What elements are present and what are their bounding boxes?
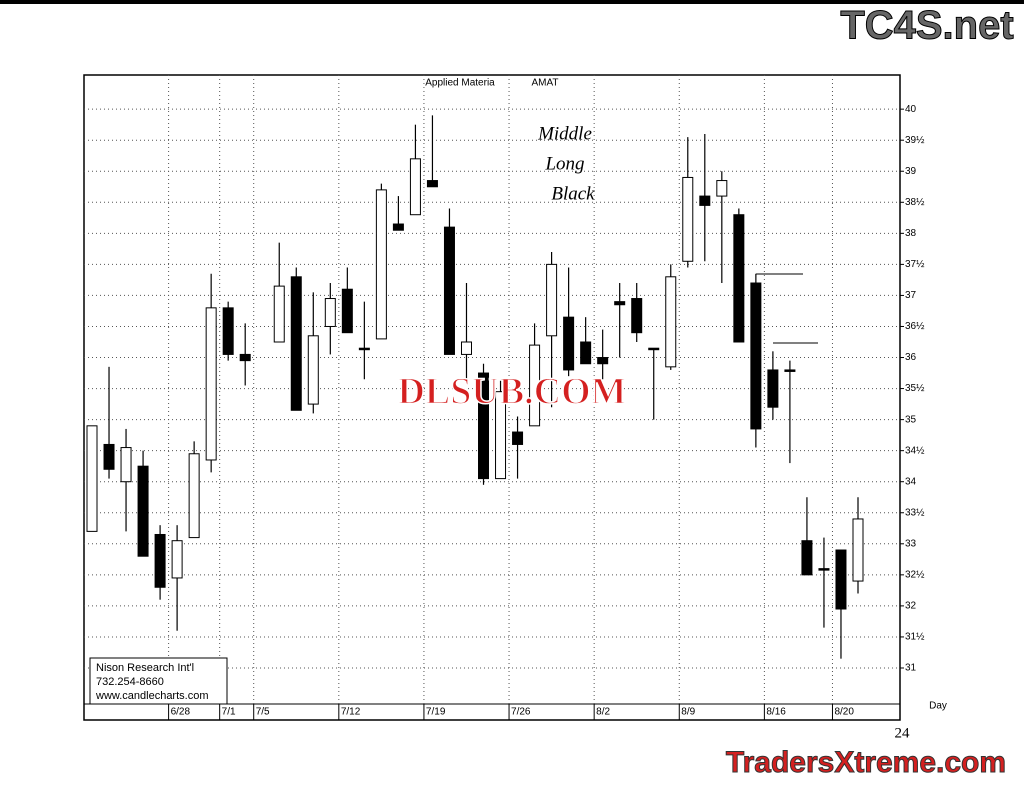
candle-body: [375, 189, 387, 340]
y-tick-label: 33: [905, 538, 917, 549]
logo-text: www.candlecharts.com: [95, 690, 209, 702]
candle-body: [392, 223, 404, 231]
candle-body: [852, 518, 864, 582]
candle-body: [750, 282, 762, 430]
y-tick-label: 37: [905, 290, 917, 301]
candles: 31 31½ 32 32½ 33 33½ 34 34½ 35 35½ 36 36½ 37 37½ 38 38½…: [84, 75, 925, 720]
x-tick-label: 8/9: [681, 707, 695, 718]
annotation: Middle: [537, 123, 592, 144]
y-tick-label: 33½: [905, 507, 925, 518]
x-axis-label: Day: [929, 701, 947, 712]
x-tick-label: 6/28: [171, 707, 191, 718]
candle-body: [239, 353, 251, 362]
candle-body: [733, 214, 745, 343]
candle-body: [580, 341, 592, 365]
scan-edge: [0, 0, 1024, 4]
x-tick-label: 7/5: [256, 707, 270, 718]
candle-body: [120, 447, 132, 483]
logo-text: Nison Research Int'l: [96, 662, 194, 674]
candle-body: [290, 276, 302, 411]
candle-body: [86, 425, 98, 532]
candle-body: [512, 431, 524, 445]
y-tick-label: 39: [905, 166, 917, 177]
candle-body: [665, 276, 677, 368]
y-tick-label: 35½: [905, 383, 925, 394]
candle-body: [409, 158, 421, 216]
candle-body: [307, 335, 319, 405]
y-tick-label: 35: [905, 414, 917, 425]
candle-body: [614, 301, 626, 306]
candle-body: [784, 369, 796, 372]
candle-body: [801, 540, 813, 576]
y-tick-label: 38: [905, 228, 917, 239]
annotation: Long: [544, 153, 584, 174]
candle-body: [699, 195, 711, 206]
candle-body: [205, 307, 217, 461]
watermark: DLSUB.COM: [397, 371, 626, 413]
y-tick-label: 40: [905, 104, 917, 115]
x-tick-label: 8/16: [766, 707, 786, 718]
candle-body: [103, 443, 115, 470]
annotation: Black: [551, 183, 595, 204]
candle-body: [716, 180, 728, 197]
candle-body: [324, 298, 336, 327]
candle-body: [222, 307, 234, 355]
y-tick-label: 36½: [905, 321, 925, 332]
y-tick-label: 34: [905, 476, 917, 487]
candle-body: [631, 298, 643, 334]
candle-body: [188, 453, 200, 539]
candle-body: [597, 357, 609, 365]
x-tick-label: 7/26: [511, 707, 531, 718]
candle-body: [171, 540, 183, 579]
plot-frame: [83, 74, 901, 721]
watermark: TC4S.net: [840, 4, 1013, 48]
y-tick-label: 34½: [905, 445, 925, 456]
candle-body: [273, 285, 285, 343]
watermark: TradersXtreme.com: [726, 746, 1006, 779]
y-tick-label: 38½: [905, 197, 925, 208]
candle-body: [818, 568, 830, 571]
candle-body: [137, 465, 149, 557]
y-tick-label: 32: [905, 601, 917, 612]
candle-body: [495, 391, 507, 480]
candle-body: [341, 288, 353, 334]
candle-body: [835, 549, 847, 610]
logo-text: 732.254-8660: [96, 676, 164, 688]
y-tick-label: 31½: [905, 632, 925, 643]
x-tick-label: 7/12: [341, 707, 361, 718]
x-tick-label: 7/1: [222, 707, 236, 718]
y-tick-label: 39½: [905, 135, 925, 146]
candle-body: [443, 226, 455, 355]
page-number: 24: [895, 725, 911, 741]
candle-body: [563, 316, 575, 371]
candle-body: [682, 176, 694, 262]
x-tick-label: 7/19: [426, 707, 446, 718]
y-tick-label: 32½: [905, 569, 925, 580]
logo-box: [89, 657, 228, 705]
candle-body: [460, 341, 472, 355]
x-tick-label: 8/20: [834, 707, 854, 718]
x-tick-label: 8/2: [596, 707, 610, 718]
chart-title: Applied Materia: [425, 78, 495, 89]
chart-subtitle: AMAT: [531, 78, 558, 89]
candle-body: [154, 533, 166, 588]
candle-body: [546, 263, 558, 337]
candle-body: [648, 347, 660, 351]
candle-body: [767, 369, 779, 408]
y-tick-label: 37½: [905, 259, 925, 270]
y-tick-label: 36: [905, 352, 917, 363]
y-tick-label: 31: [905, 663, 917, 674]
candle-body: [358, 347, 370, 351]
candle-body: [478, 372, 490, 480]
candle-body: [426, 180, 438, 188]
candle-body: [529, 344, 541, 427]
